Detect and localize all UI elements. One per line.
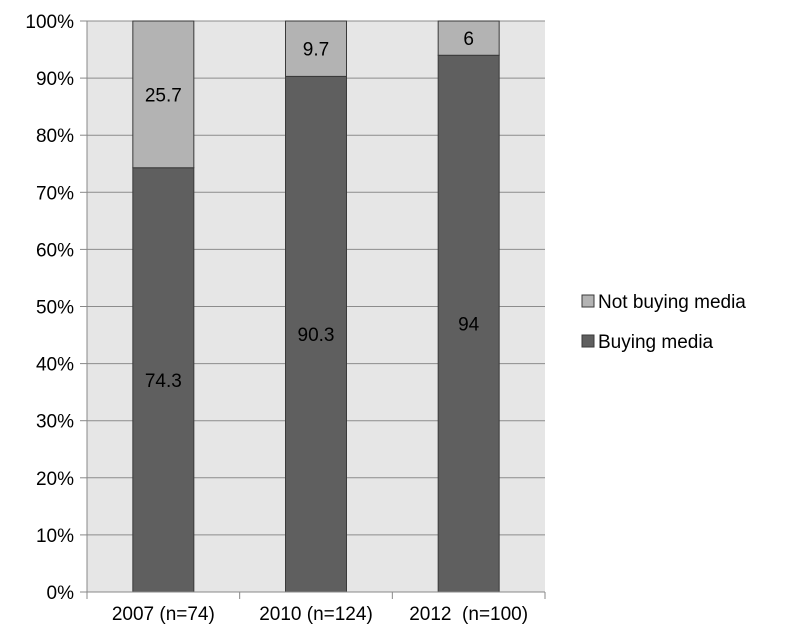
y-tick-label: 0% — [47, 583, 75, 604]
y-tick-label: 20% — [36, 469, 74, 490]
data-label: 6 — [463, 29, 474, 50]
bar-segment-not-buying-media — [132, 20, 195, 169]
y-tick-label: 60% — [36, 240, 74, 261]
bar-segment-buying-media — [285, 75, 347, 593]
y-tick-label: 10% — [36, 526, 74, 547]
x-tick-label: 2012 (n=100) — [409, 604, 528, 625]
y-tick-label: 40% — [36, 355, 74, 376]
y-tick-label: 100% — [25, 12, 74, 33]
bar-segment-not-buying-media — [437, 20, 500, 56]
y-tick-label: 80% — [36, 126, 74, 147]
bar-segment-buying-media — [132, 167, 195, 593]
x-tick-label: 2010 (n=124) — [259, 604, 373, 625]
data-label: 94 — [458, 315, 480, 336]
legend-label: Not buying media — [598, 292, 746, 313]
y-tick-label: 50% — [36, 298, 74, 319]
y-tick-label: 90% — [36, 69, 74, 90]
legend-item-buying-media: Buying media — [581, 332, 714, 353]
legend-item-not-buying-media: Not buying media — [581, 292, 746, 313]
data-label: 9.7 — [303, 40, 329, 61]
legend-label: Buying media — [598, 332, 714, 353]
data-label: 74.3 — [145, 371, 182, 392]
legend-swatch — [581, 294, 595, 308]
bar-segment-buying-media — [437, 54, 500, 593]
data-label: 90.3 — [298, 325, 335, 346]
y-tick-label: 30% — [36, 412, 74, 433]
legend-swatch — [581, 334, 595, 348]
legend: Not buying media Buying media — [581, 292, 746, 353]
y-tick-labels: 0% 10% 20% 30% 40% 50% 60% 70% 80% 90% 100% — [25, 12, 74, 604]
bar-segment-not-buying-media — [285, 20, 347, 77]
x-tick-label: 2007 (n=74) — [112, 604, 215, 625]
bars: 74.3 25.7 90.3 9.7 94 6 — [132, 20, 500, 593]
x-tick-labels: 2007 (n=74) 2010 (n=124) 2012 (n=100) — [112, 604, 528, 625]
data-label: 25.7 — [145, 85, 182, 106]
axes — [80, 20, 546, 599]
y-tick-label: 70% — [36, 183, 74, 204]
